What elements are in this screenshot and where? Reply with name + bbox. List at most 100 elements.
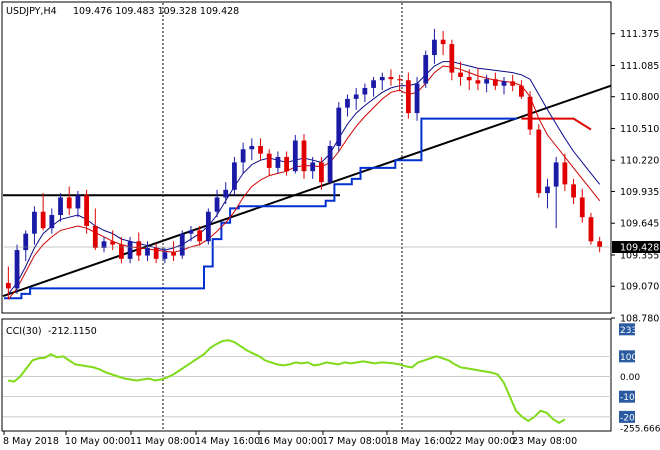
candle-body <box>127 241 133 259</box>
cci-level-badge <box>619 350 635 363</box>
candle-body <box>223 189 229 198</box>
candle-body <box>449 44 455 73</box>
symbol-label: USDJPY,H4 <box>6 6 57 17</box>
candle-body <box>119 244 124 259</box>
candle-body <box>205 211 211 242</box>
candle-body <box>440 39 446 45</box>
candle-body <box>232 162 237 190</box>
candle-body <box>5 282 11 289</box>
candle-body <box>301 140 307 172</box>
cci-level-label: 100 <box>620 353 637 363</box>
candle-body <box>510 81 516 86</box>
candle-body <box>484 79 489 84</box>
cci-level-label: -255.6662 <box>620 425 660 435</box>
candle-body <box>597 241 603 247</box>
cci-level-label: 233.7606 <box>620 326 660 336</box>
time-tick-label: 14 May 16:00 <box>195 436 260 447</box>
price-tick-label: 110.510 <box>620 124 659 135</box>
candle-body <box>145 247 150 256</box>
candle-body <box>397 79 403 81</box>
cci-line <box>7 339 566 425</box>
time-tick-label: 8 May 2018 <box>3 436 59 447</box>
candle-body <box>197 230 203 242</box>
time-tick-label: 16 May 00:00 <box>258 436 323 447</box>
time-tick-label: 11 May 08:00 <box>130 436 195 447</box>
candle-body <box>492 79 498 86</box>
ohlc-values: 109.476 109.483 109.328 109.428 <box>73 6 239 17</box>
cci-level-label: -200 <box>620 413 641 423</box>
candle-body <box>14 250 20 289</box>
main-panel-frame <box>1 1 612 314</box>
candle-body <box>58 197 63 216</box>
cci-level-badge <box>619 323 635 336</box>
price-tick-label: 111.375 <box>620 29 659 40</box>
candle-body <box>171 252 176 256</box>
candle-body <box>379 76 385 81</box>
cci-level-badge <box>619 410 635 423</box>
candle-body <box>84 195 89 226</box>
candle-body <box>249 145 255 150</box>
candle-body <box>110 241 116 245</box>
trend-line <box>2 84 612 298</box>
candle-body <box>345 98 350 108</box>
candle-body <box>284 156 289 172</box>
candle-body <box>362 87 368 95</box>
candle-body <box>153 247 159 259</box>
candle-body <box>32 211 37 234</box>
trailing-stop-line <box>4 117 517 300</box>
time-tick-label: 10 May 00:00 <box>65 436 130 447</box>
price-tick-label: 109.355 <box>620 251 659 262</box>
last-price-label: 109.428 <box>620 243 659 254</box>
cci-name: CCI(30) <box>6 326 42 337</box>
candle-body <box>214 197 220 212</box>
candle-body <box>527 96 533 130</box>
candle-body <box>423 55 429 84</box>
cci-level-label: 0.00 <box>620 373 640 383</box>
candle-body <box>371 80 376 88</box>
candle-body <box>179 233 185 256</box>
candle-body <box>162 252 168 259</box>
time-tick-label: 18 May 16:00 <box>386 436 451 447</box>
candle-body <box>501 81 507 86</box>
candle-body <box>553 162 559 187</box>
price-tick-label: 110.800 <box>620 92 659 103</box>
price-tick-label: 109.645 <box>620 219 659 230</box>
candle-body <box>562 162 568 185</box>
candle-body <box>240 149 246 163</box>
candle-body <box>327 145 333 183</box>
price-tick-label: 110.220 <box>620 156 659 167</box>
candle-body <box>266 153 272 168</box>
candle-body <box>75 195 81 209</box>
candle-body <box>292 140 298 172</box>
candle-body <box>475 80 481 84</box>
candle-body <box>310 162 316 172</box>
price-tick-label: 109.935 <box>620 187 659 198</box>
candle-body <box>23 233 29 251</box>
candle-body <box>40 211 46 229</box>
candle-body <box>414 83 420 114</box>
candle-body <box>458 72 463 77</box>
candle-body <box>258 145 263 154</box>
candle-body <box>536 129 542 194</box>
candle-body <box>188 230 194 234</box>
cci-panel-frame <box>1 318 612 432</box>
candle-body <box>579 197 585 218</box>
candle-body <box>136 241 142 256</box>
cci-level-badge <box>619 390 635 403</box>
candle-body <box>405 80 411 114</box>
candle-body <box>336 107 342 146</box>
candle-body <box>388 76 394 80</box>
cci-value: -212.1150 <box>48 326 97 337</box>
candle-body <box>101 241 107 248</box>
candle-body <box>353 94 359 99</box>
cci-level-label: -100 <box>620 393 641 403</box>
candle-body <box>545 186 550 194</box>
candle-body <box>92 225 98 248</box>
time-tick-label: 22 May 00:00 <box>450 436 515 447</box>
candle-body <box>519 85 524 97</box>
price-tick-label: 108.780 <box>620 314 659 325</box>
candle-body <box>466 76 472 81</box>
candle-body <box>571 184 576 198</box>
candle-body <box>588 217 594 242</box>
